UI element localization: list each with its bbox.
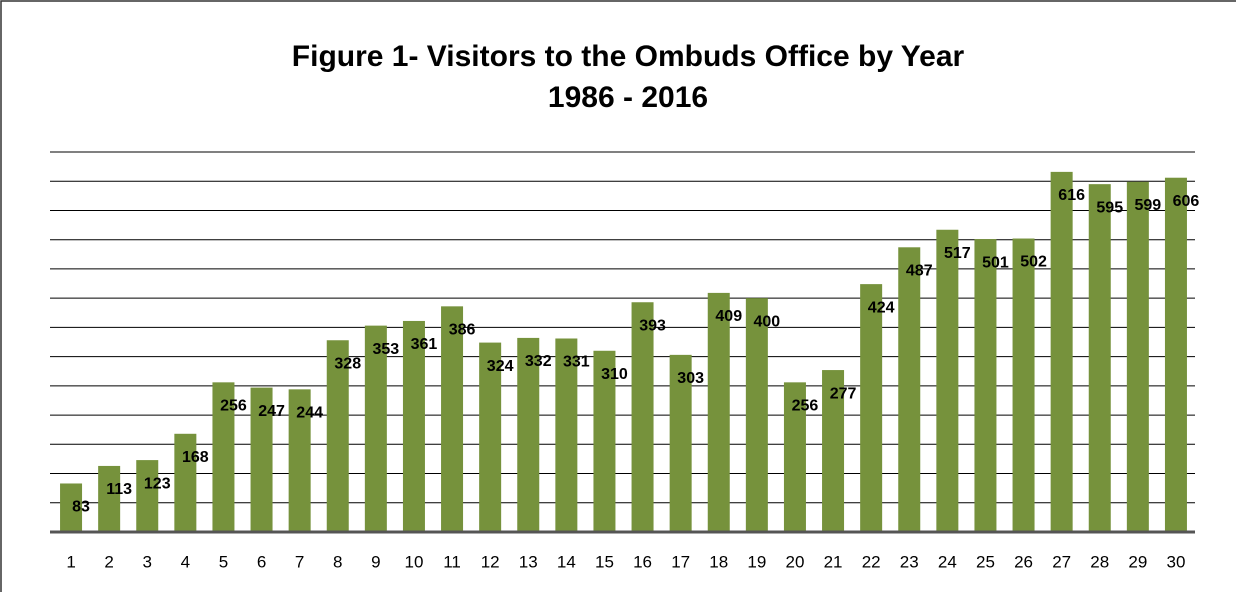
x-tick-label: 17	[671, 552, 690, 571]
bar	[212, 382, 235, 532]
x-tick-label: 2	[104, 552, 113, 571]
data-label: 599	[1134, 197, 1161, 214]
bar	[669, 354, 692, 532]
data-label: 310	[601, 366, 628, 383]
bar	[631, 302, 654, 532]
x-tick-label: 4	[181, 552, 190, 571]
bar	[250, 387, 273, 532]
data-label: 409	[715, 308, 742, 325]
data-label: 502	[1020, 254, 1047, 271]
x-tick-label: 29	[1128, 552, 1147, 571]
x-tick-label: 15	[595, 552, 614, 571]
data-label: 393	[639, 317, 666, 334]
chart-title: Figure 1- Visitors to the Ombuds Office …	[292, 40, 965, 73]
bar	[479, 342, 502, 532]
x-tick-label: 22	[862, 552, 881, 571]
data-label: 424	[868, 299, 895, 316]
x-tick-label: 6	[257, 552, 266, 571]
data-label: 324	[487, 358, 514, 375]
bar	[593, 350, 616, 532]
bar	[98, 465, 121, 532]
data-label: 113	[106, 481, 132, 498]
bar	[60, 483, 83, 532]
data-label: 247	[258, 403, 285, 420]
bar	[174, 433, 197, 532]
data-label: 277	[830, 385, 857, 402]
x-tick-label: 27	[1052, 552, 1071, 571]
data-label: 328	[334, 355, 361, 372]
data-label: 501	[982, 254, 1009, 271]
x-tick-label: 13	[519, 552, 538, 571]
x-tick-label: 3	[143, 552, 152, 571]
data-label: 256	[792, 398, 819, 415]
x-tick-label: 21	[824, 552, 843, 571]
bar	[555, 338, 578, 532]
data-label: 303	[677, 370, 704, 387]
x-tick-label: 24	[938, 552, 957, 571]
bar	[822, 370, 845, 532]
data-label: 353	[372, 341, 399, 358]
bar	[1088, 184, 1111, 532]
data-label: 616	[1058, 187, 1085, 204]
bar	[707, 292, 730, 532]
data-label: 386	[449, 322, 476, 339]
x-tick-label: 16	[633, 552, 652, 571]
data-label: 168	[182, 449, 209, 466]
x-tick-label: 30	[1166, 552, 1185, 571]
data-label: 331	[563, 354, 590, 371]
bar	[326, 340, 349, 532]
bar	[1164, 177, 1187, 532]
bar	[402, 320, 425, 532]
x-tick-label: 5	[219, 552, 228, 571]
data-label: 83	[72, 499, 90, 516]
bar	[441, 306, 464, 532]
x-tick-label: 9	[371, 552, 380, 571]
bar	[1012, 238, 1035, 532]
chart-subtitle: 1986 - 2016	[548, 81, 708, 114]
bar	[783, 382, 806, 532]
bar	[974, 239, 997, 532]
x-tick-label: 19	[747, 552, 766, 571]
x-tick-label: 18	[709, 552, 728, 571]
data-label: 361	[411, 336, 438, 353]
bar	[860, 284, 883, 532]
data-label: 400	[753, 313, 780, 330]
x-tick-label: 25	[976, 552, 995, 571]
x-tick-label: 20	[785, 552, 804, 571]
x-tick-label: 8	[333, 552, 342, 571]
bar	[517, 337, 540, 532]
data-label: 256	[220, 398, 247, 415]
data-label: 517	[944, 245, 971, 262]
bar	[898, 247, 921, 533]
bar	[364, 325, 387, 532]
x-tick-label: 28	[1090, 552, 1109, 571]
data-label: 332	[525, 353, 552, 370]
x-tick-label: 1	[66, 552, 75, 571]
x-tick-label: 10	[404, 552, 423, 571]
x-tick-label: 26	[1014, 552, 1033, 571]
x-tick-label: 14	[557, 552, 576, 571]
x-tick-label: 12	[481, 552, 500, 571]
data-label: 487	[906, 263, 933, 280]
x-tick-label: 11	[443, 552, 461, 571]
data-label: 595	[1096, 199, 1123, 216]
bar	[1126, 181, 1149, 533]
x-tick-label: 23	[900, 552, 919, 571]
data-label: 123	[144, 475, 171, 492]
bar	[288, 389, 311, 532]
bar	[745, 298, 768, 532]
data-label: 244	[296, 405, 323, 422]
data-label: 606	[1173, 193, 1200, 210]
bar	[136, 460, 159, 532]
bar	[1050, 171, 1073, 532]
bar	[936, 229, 959, 532]
x-tick-label: 7	[295, 552, 304, 571]
